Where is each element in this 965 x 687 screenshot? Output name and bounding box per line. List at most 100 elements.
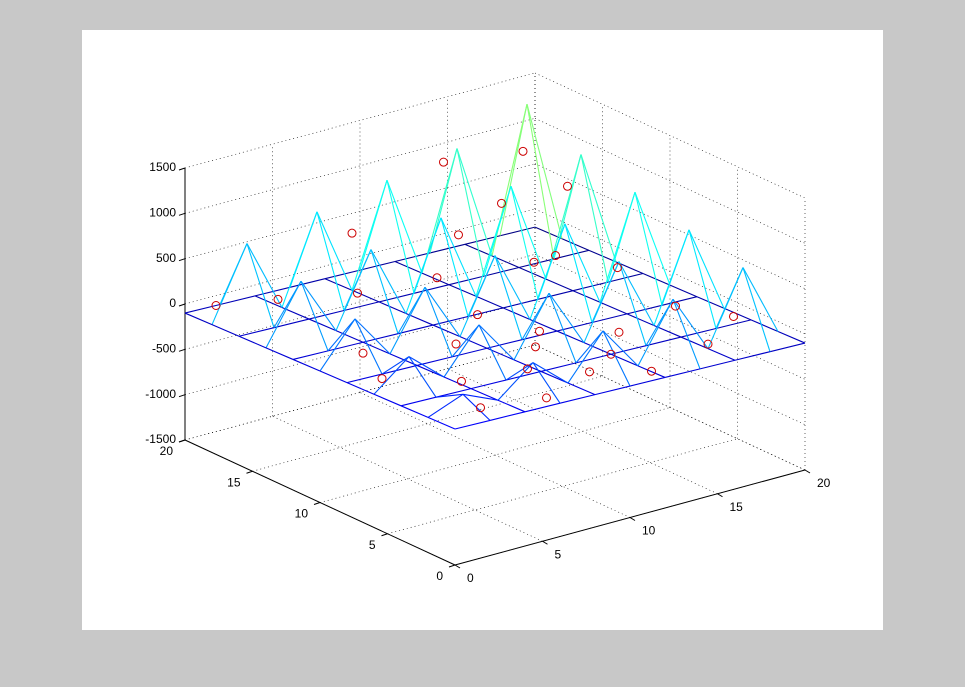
mesh-segment bbox=[335, 330, 364, 343]
mesh-segment bbox=[548, 293, 577, 364]
z-tick-label: 500 bbox=[156, 251, 176, 265]
scatter-point bbox=[647, 366, 656, 376]
mesh-segment bbox=[354, 318, 391, 355]
mesh-segment bbox=[707, 348, 736, 361]
mesh-segment bbox=[696, 296, 725, 309]
scatter-point bbox=[551, 251, 560, 261]
mesh-segment bbox=[300, 281, 329, 352]
mesh-segment bbox=[610, 345, 647, 355]
mesh-segment bbox=[435, 388, 472, 398]
mesh-segment bbox=[707, 267, 744, 349]
x-tick bbox=[542, 540, 548, 545]
mesh-segment bbox=[580, 154, 609, 283]
mesh-segment bbox=[567, 382, 596, 396]
mesh-segment bbox=[489, 411, 526, 421]
mesh-segment bbox=[394, 252, 431, 263]
mesh-segment bbox=[715, 319, 752, 330]
scatter-point bbox=[542, 393, 551, 403]
z-tick-label: -1500 bbox=[145, 432, 176, 446]
x-tick bbox=[717, 493, 723, 498]
mesh-segment bbox=[494, 255, 531, 320]
scatter-point bbox=[377, 374, 387, 384]
mesh-segment bbox=[518, 267, 547, 280]
mesh-segment bbox=[559, 394, 596, 404]
mesh-segment bbox=[319, 318, 356, 372]
scatter-point bbox=[211, 301, 221, 310]
z-tick bbox=[178, 167, 186, 171]
mesh-segment bbox=[408, 356, 437, 398]
mesh-segment bbox=[429, 243, 466, 254]
mesh-segment bbox=[470, 379, 507, 390]
figure-area bbox=[82, 30, 883, 630]
mesh-segment bbox=[316, 211, 353, 291]
mesh-segment bbox=[475, 295, 504, 309]
x-tick bbox=[629, 517, 636, 521]
mesh-segment bbox=[626, 304, 663, 315]
scatter-point bbox=[531, 342, 540, 352]
mesh-segment bbox=[462, 393, 499, 401]
mesh-segment bbox=[238, 327, 275, 337]
mesh-segment bbox=[505, 370, 542, 381]
grid-line bbox=[534, 299, 806, 425]
mesh-segment bbox=[602, 330, 631, 387]
y-tick bbox=[381, 533, 388, 537]
mesh-segment bbox=[680, 336, 709, 350]
mesh-segment bbox=[540, 362, 577, 372]
y-tick-label: 0 bbox=[436, 569, 443, 583]
mesh-segment bbox=[634, 192, 663, 306]
grid-line bbox=[387, 438, 738, 535]
mesh-segment bbox=[750, 319, 779, 332]
scatter-point bbox=[585, 367, 594, 377]
mesh-segment bbox=[378, 292, 415, 303]
mesh-segment bbox=[580, 154, 617, 263]
mesh-segment bbox=[618, 261, 647, 346]
mesh-segment bbox=[497, 399, 526, 413]
mesh-segment bbox=[723, 307, 752, 321]
mesh-segment bbox=[664, 368, 701, 378]
mesh-segment bbox=[459, 336, 488, 349]
mesh-segment bbox=[351, 289, 380, 303]
scatter-point bbox=[614, 327, 624, 337]
grid-line bbox=[184, 208, 536, 305]
mesh-segment bbox=[440, 217, 469, 317]
mesh-segment bbox=[346, 382, 375, 395]
scatter-point bbox=[535, 326, 544, 336]
scatter-point bbox=[529, 257, 539, 267]
mesh-segment bbox=[427, 393, 464, 418]
mesh-segment bbox=[470, 388, 499, 401]
scatter-point bbox=[273, 294, 283, 304]
mesh-segment bbox=[602, 330, 639, 367]
scatter-point bbox=[451, 339, 461, 349]
mesh-segment bbox=[389, 286, 426, 355]
mesh-segment bbox=[424, 286, 461, 337]
grid-line bbox=[319, 407, 671, 503]
mesh-segment bbox=[400, 405, 429, 418]
mesh-segment bbox=[575, 330, 604, 364]
mesh-segment bbox=[424, 287, 453, 358]
mesh-segment bbox=[545, 278, 574, 292]
z-tick-label: -1000 bbox=[145, 387, 176, 401]
scatter-point bbox=[473, 310, 482, 320]
mesh-segment bbox=[265, 280, 302, 349]
mesh-segment bbox=[319, 370, 348, 384]
mesh-segment bbox=[553, 249, 590, 260]
mesh-segment bbox=[526, 103, 555, 260]
mesh-segment bbox=[634, 191, 671, 286]
mesh-segment bbox=[653, 229, 690, 326]
grid-line bbox=[359, 392, 631, 518]
mesh-segment bbox=[645, 336, 682, 347]
mesh-segment bbox=[292, 358, 321, 372]
z-tick-label: -500 bbox=[152, 342, 176, 356]
mesh-segment bbox=[478, 324, 515, 361]
mesh-segment bbox=[497, 362, 534, 401]
mesh-segment bbox=[524, 402, 561, 413]
mesh-segment bbox=[238, 335, 267, 349]
mesh-segment bbox=[254, 286, 291, 297]
scatter-point bbox=[518, 146, 528, 156]
mesh-segment bbox=[688, 229, 725, 309]
mesh-segment bbox=[626, 313, 655, 326]
scatter-point bbox=[613, 263, 622, 273]
mesh-segment bbox=[324, 269, 361, 280]
mesh-segment bbox=[548, 292, 585, 343]
